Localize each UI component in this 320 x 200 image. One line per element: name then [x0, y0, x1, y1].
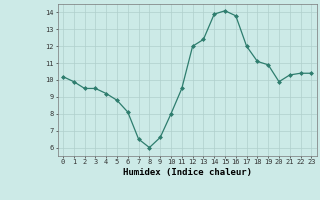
- X-axis label: Humidex (Indice chaleur): Humidex (Indice chaleur): [123, 168, 252, 177]
